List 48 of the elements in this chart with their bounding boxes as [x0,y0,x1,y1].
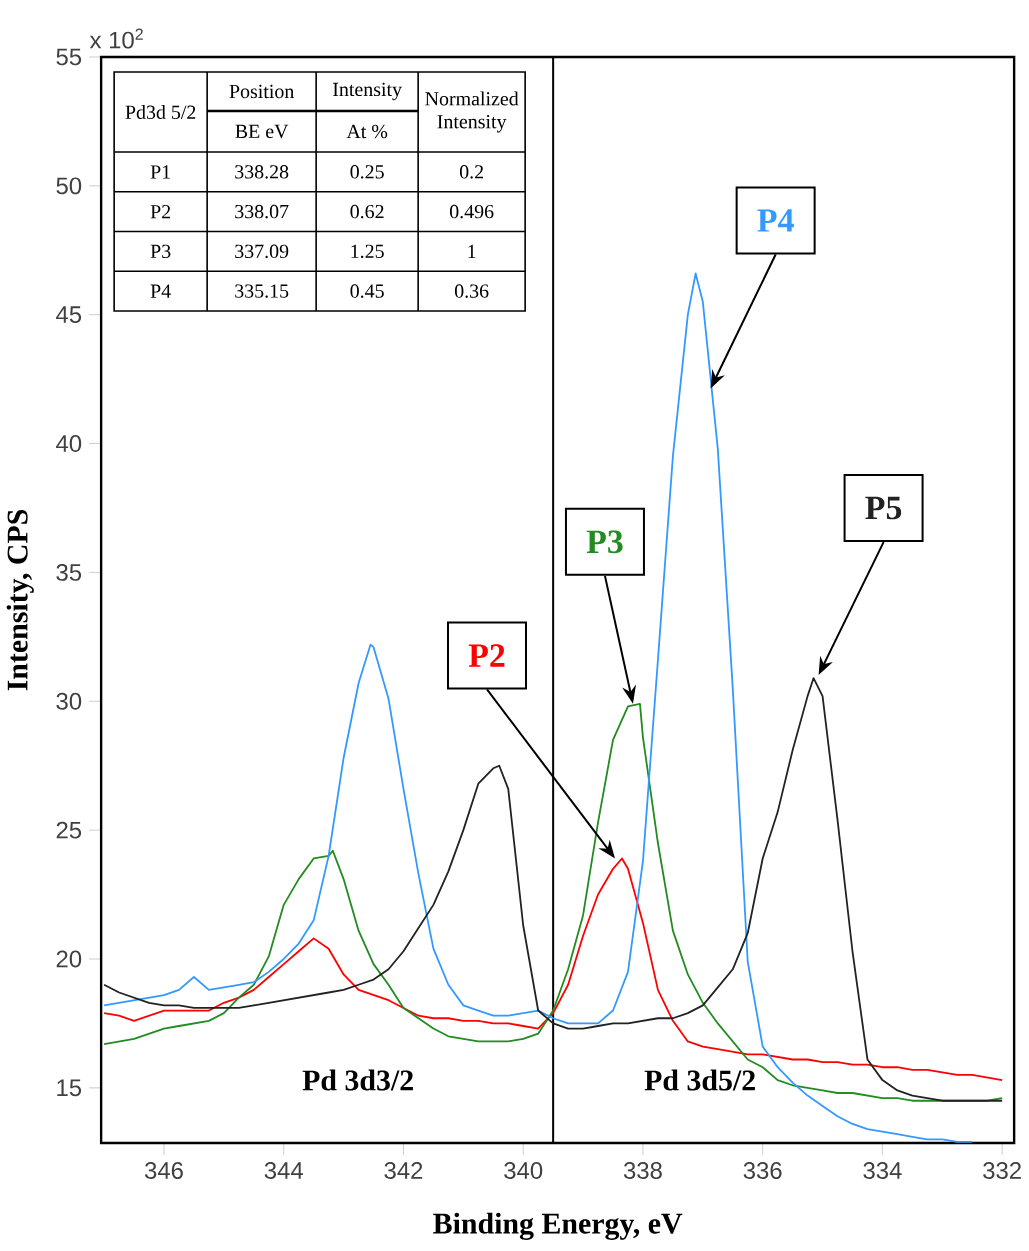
annotation: 0.36 [455,284,489,298]
y-tick-label: 20 [56,950,82,968]
annotation: 338.28 [235,165,289,179]
y-tick-label: 45 [56,306,82,324]
annotation: 335.15 [235,284,289,298]
y-tick-label: 50 [56,177,82,195]
x-tick-label: 344 [264,1162,304,1179]
x-tick-label: 338 [624,1162,662,1179]
text: P2 [468,644,505,667]
text: P3 [586,530,623,554]
y-tick-label: 35 [56,563,82,581]
annotation: Pd 3d3/2 [302,1069,414,1091]
annotation: 1.25 [351,244,384,259]
annotation: 0.496 [450,204,494,219]
y-tick-label: 30 [56,692,82,710]
text: P5 [865,496,902,520]
y-tick-label: 15 [57,1079,82,1097]
annotation: 0.25 [350,165,384,179]
annotation: BE eV [235,124,289,139]
x-tick-label: 342 [384,1162,423,1179]
annotation: P1 [150,165,171,179]
annotation: 1 [468,244,476,258]
text: x 10$^{2}$ [89,28,143,49]
annotation: 338.07 [235,204,289,219]
y-tick-label: 25 [56,821,82,839]
annotation: 337.09 [235,244,289,259]
annotation: Intensity [333,82,403,101]
annotation: P4 [150,284,171,298]
x-tick-label: 346 [145,1162,184,1179]
annotation: At % [346,124,388,139]
annotation: Pd 3d5/2 [644,1069,756,1091]
x-tick-label: 336 [743,1162,782,1179]
y-axis-title: Intensity, CPS [6,509,34,691]
annotation: 0.62 [350,204,384,219]
text: P4 [757,209,794,232]
y-tick-label: 40 [56,435,82,453]
x-tick-label: 332 [983,1162,1022,1179]
y-tick-label: 55 [56,48,82,66]
x-tick-label: 340 [504,1162,543,1179]
x-tick-label: 334 [863,1162,902,1179]
x-axis-title: Binding Energy, eV [433,1212,683,1240]
annotation: P2 [150,205,171,219]
annotation: P3 [150,244,171,259]
annotation: Position [229,84,295,99]
annotation: Pd3d 5/2 [125,104,196,119]
annotation: 0.45 [350,284,384,298]
annotation: Normalized Intensity [425,91,519,133]
annotation: 0.2 [460,165,484,179]
